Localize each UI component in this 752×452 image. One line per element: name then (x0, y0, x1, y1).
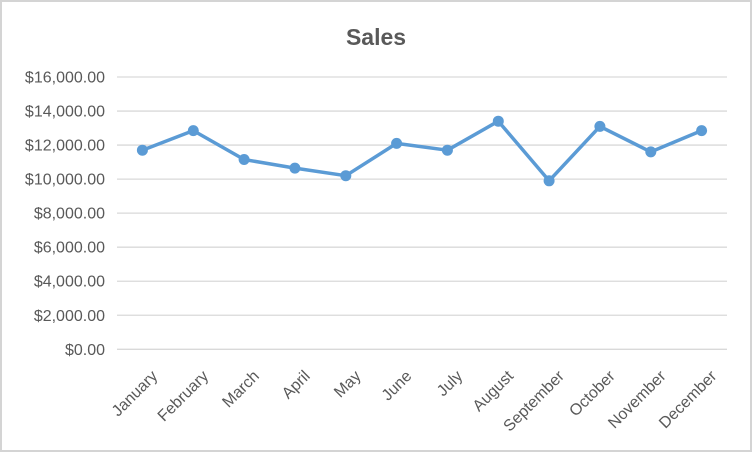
data-point-marker-june (391, 137, 403, 149)
y-axis-tick-label: $2,000.00 (34, 308, 105, 325)
data-point-marker-january (136, 144, 148, 156)
data-point-marker-august (492, 115, 504, 127)
data-point-marker-december (696, 125, 708, 137)
data-point-marker-may (340, 170, 352, 182)
data-point-marker-september (543, 175, 555, 187)
y-axis-tick-label: $10,000.00 (25, 172, 105, 189)
y-axis-tick-label: $6,000.00 (34, 240, 105, 257)
data-point-marker-april (289, 162, 301, 174)
data-point-marker-october (594, 120, 606, 132)
data-point-marker-february (187, 125, 199, 137)
data-point-marker-july (441, 144, 453, 156)
y-axis-tick-label: $0.00 (65, 342, 105, 359)
chart-title: Sales (345, 24, 407, 50)
x-axis-tick-label: October (566, 367, 619, 420)
y-axis-tick-label: $16,000.00 (25, 70, 105, 87)
x-axis-tick-label: February (155, 368, 212, 425)
x-axis-tick-label: January (109, 368, 161, 420)
y-axis-tick-label: $8,000.00 (34, 206, 105, 223)
x-axis-tick-label: August (470, 367, 518, 415)
x-axis-tick-label: June (379, 368, 416, 405)
x-axis-tick-label: July (434, 368, 466, 400)
data-point-marker-november (645, 146, 657, 158)
y-axis-tick-label: $14,000.00 (25, 104, 105, 121)
sales-series-line (140, 119, 704, 183)
x-axis-tick-label: May (331, 368, 364, 401)
data-point-marker-march (238, 154, 250, 165)
y-axis-tick-label: $4,000.00 (34, 274, 105, 291)
x-axis-tick-label: March (219, 368, 262, 411)
y-axis-tick-label: $12,000.00 (25, 138, 105, 155)
x-axis-tick-label: April (279, 368, 314, 403)
